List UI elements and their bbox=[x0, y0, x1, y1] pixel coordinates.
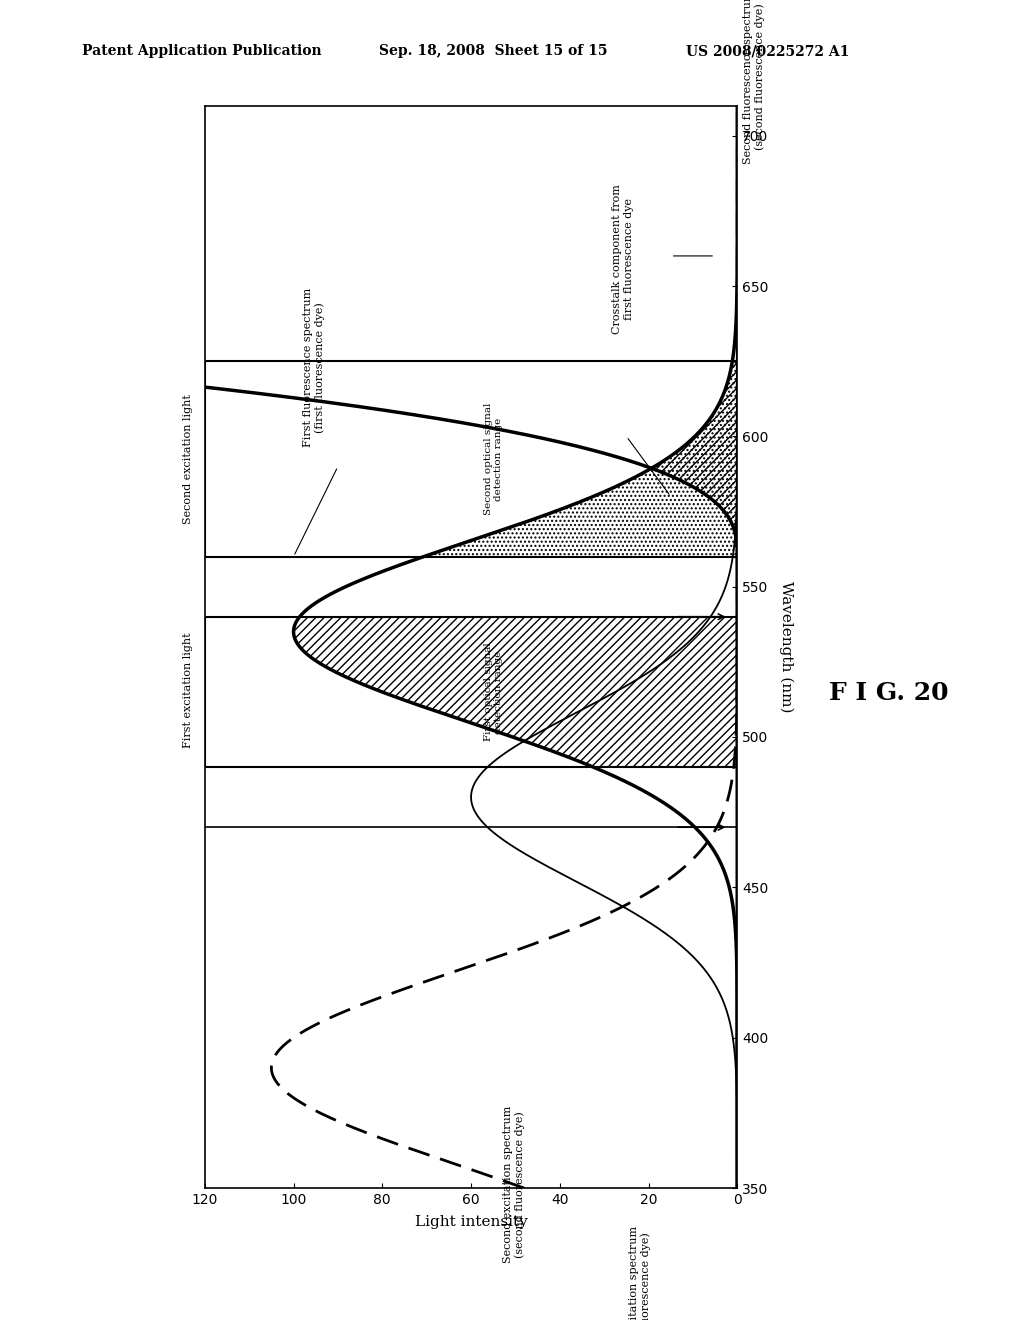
Text: US 2008/0225272 A1: US 2008/0225272 A1 bbox=[686, 45, 850, 58]
Text: Second excitation light: Second excitation light bbox=[183, 395, 194, 524]
Text: Second excitation spectrum
(second fluorescence dye): Second excitation spectrum (second fluor… bbox=[503, 1106, 525, 1263]
Text: F I G. 20: F I G. 20 bbox=[829, 681, 949, 705]
Y-axis label: Wavelength (nm): Wavelength (nm) bbox=[779, 581, 794, 713]
Text: Patent Application Publication: Patent Application Publication bbox=[82, 45, 322, 58]
Bar bbox=[205, 616, 737, 767]
Text: Sep. 18, 2008  Sheet 15 of 15: Sep. 18, 2008 Sheet 15 of 15 bbox=[379, 45, 607, 58]
Text: First fluorescence spectrum
(first fluorescence dye): First fluorescence spectrum (first fluor… bbox=[303, 288, 326, 447]
Text: First excitation spectrum
(first fluorescence dye): First excitation spectrum (first fluores… bbox=[629, 1226, 651, 1320]
Text: Crosstalk component from
first fluorescence dye: Crosstalk component from first fluoresce… bbox=[612, 185, 634, 334]
X-axis label: Light intensity: Light intensity bbox=[415, 1216, 527, 1229]
Bar bbox=[205, 362, 737, 557]
Text: First optical signal
detection range: First optical signal detection range bbox=[483, 643, 503, 742]
Text: Second optical signal
detection range: Second optical signal detection range bbox=[483, 403, 503, 515]
Text: Second fluorescence spectrum
(second fluorescence dye): Second fluorescence spectrum (second flu… bbox=[743, 0, 766, 164]
Text: First excitation light: First excitation light bbox=[183, 632, 194, 748]
